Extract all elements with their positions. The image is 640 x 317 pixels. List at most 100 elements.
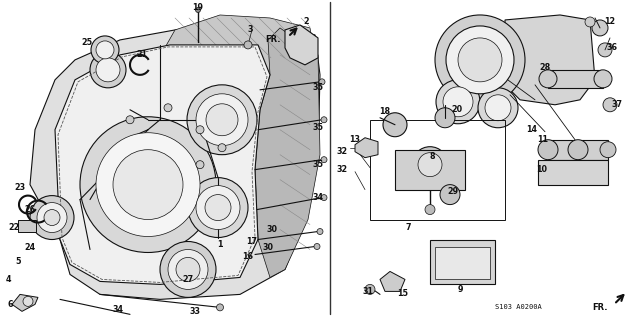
Text: 35: 35 xyxy=(312,160,323,169)
Circle shape xyxy=(96,41,114,59)
Text: 20: 20 xyxy=(451,105,463,114)
Polygon shape xyxy=(158,15,318,125)
Circle shape xyxy=(585,17,595,27)
Circle shape xyxy=(195,8,200,12)
Text: 10: 10 xyxy=(536,165,547,174)
Circle shape xyxy=(23,296,33,306)
Circle shape xyxy=(314,243,320,249)
Text: 8: 8 xyxy=(429,152,435,161)
Circle shape xyxy=(187,85,257,155)
Text: 35: 35 xyxy=(312,83,323,92)
Text: 31: 31 xyxy=(362,287,374,296)
Circle shape xyxy=(44,210,60,225)
Text: 18: 18 xyxy=(380,107,390,116)
Circle shape xyxy=(446,26,514,94)
Text: 17: 17 xyxy=(246,237,257,246)
Circle shape xyxy=(96,58,120,82)
Bar xyxy=(548,70,603,88)
Text: 30: 30 xyxy=(266,225,278,234)
Circle shape xyxy=(603,98,617,112)
Circle shape xyxy=(37,203,67,233)
Circle shape xyxy=(216,304,223,311)
Circle shape xyxy=(321,157,327,163)
Circle shape xyxy=(568,140,588,160)
Circle shape xyxy=(206,104,238,136)
Text: 19: 19 xyxy=(193,3,204,12)
Polygon shape xyxy=(12,294,38,311)
Circle shape xyxy=(30,196,74,240)
Circle shape xyxy=(319,79,325,85)
Circle shape xyxy=(594,70,612,88)
Text: 21: 21 xyxy=(136,50,148,59)
Circle shape xyxy=(412,147,448,183)
Circle shape xyxy=(600,142,616,158)
Text: 33: 33 xyxy=(189,307,200,316)
Text: 16: 16 xyxy=(243,252,253,261)
Text: 30: 30 xyxy=(262,243,273,252)
Text: 4: 4 xyxy=(5,275,11,284)
Text: 7: 7 xyxy=(405,223,411,232)
Circle shape xyxy=(96,133,200,236)
Bar xyxy=(435,248,490,279)
Text: 24: 24 xyxy=(24,243,36,252)
Text: 27: 27 xyxy=(182,275,193,284)
Circle shape xyxy=(458,38,502,82)
Circle shape xyxy=(196,94,248,146)
Circle shape xyxy=(478,88,518,128)
Polygon shape xyxy=(255,28,320,277)
Text: 13: 13 xyxy=(349,135,360,144)
Text: 11: 11 xyxy=(538,135,548,144)
Bar xyxy=(18,220,36,231)
Polygon shape xyxy=(30,28,320,299)
Text: 2: 2 xyxy=(303,17,309,26)
Text: S103 A0200A: S103 A0200A xyxy=(495,304,541,310)
Circle shape xyxy=(205,195,231,221)
Circle shape xyxy=(80,117,216,252)
Circle shape xyxy=(425,204,435,215)
Polygon shape xyxy=(380,271,405,291)
Circle shape xyxy=(113,150,183,220)
Text: 12: 12 xyxy=(604,17,616,26)
Bar xyxy=(430,240,495,284)
Polygon shape xyxy=(505,15,595,105)
Circle shape xyxy=(176,257,200,281)
Text: 5: 5 xyxy=(15,257,20,266)
Circle shape xyxy=(440,184,460,204)
Circle shape xyxy=(321,195,327,201)
Circle shape xyxy=(126,116,134,124)
Circle shape xyxy=(435,108,455,128)
Text: FR.: FR. xyxy=(266,36,281,44)
Text: 32: 32 xyxy=(337,147,348,156)
Circle shape xyxy=(188,178,248,237)
Circle shape xyxy=(443,87,473,117)
Circle shape xyxy=(244,41,252,49)
Circle shape xyxy=(317,229,323,235)
Bar xyxy=(395,150,465,190)
Text: 3: 3 xyxy=(247,25,253,35)
Text: 15: 15 xyxy=(397,289,408,298)
Text: 6: 6 xyxy=(7,300,13,309)
Circle shape xyxy=(164,104,172,112)
Circle shape xyxy=(160,242,216,297)
Text: 23: 23 xyxy=(15,183,26,192)
Text: 34: 34 xyxy=(113,305,124,314)
Text: 26: 26 xyxy=(24,205,36,214)
Circle shape xyxy=(538,140,558,160)
Circle shape xyxy=(598,43,612,57)
Circle shape xyxy=(435,15,525,105)
Text: 14: 14 xyxy=(527,125,538,134)
Polygon shape xyxy=(55,45,270,284)
Text: 32: 32 xyxy=(337,165,348,174)
Circle shape xyxy=(365,284,375,294)
Circle shape xyxy=(592,20,608,36)
Polygon shape xyxy=(285,25,318,65)
Circle shape xyxy=(196,126,204,134)
Circle shape xyxy=(91,36,119,64)
Text: 34: 34 xyxy=(312,193,323,202)
Text: 28: 28 xyxy=(540,63,550,72)
Text: 1: 1 xyxy=(217,240,223,249)
Bar xyxy=(370,120,505,220)
Text: 35: 35 xyxy=(312,123,323,132)
Bar xyxy=(548,140,608,160)
Bar xyxy=(538,160,608,184)
